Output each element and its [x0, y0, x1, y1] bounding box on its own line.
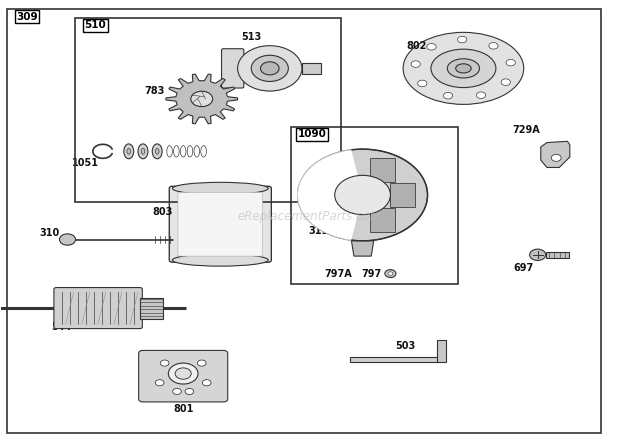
- Circle shape: [506, 60, 515, 66]
- Circle shape: [489, 42, 498, 49]
- Circle shape: [169, 363, 198, 384]
- Text: 697: 697: [514, 263, 534, 273]
- Ellipse shape: [156, 148, 159, 154]
- Text: eReplacementParts.com: eReplacementParts.com: [238, 210, 382, 223]
- Ellipse shape: [141, 148, 145, 154]
- Ellipse shape: [138, 144, 148, 159]
- Circle shape: [551, 154, 561, 161]
- Polygon shape: [370, 208, 395, 232]
- Circle shape: [251, 55, 288, 81]
- Text: 801: 801: [173, 404, 193, 414]
- Text: 311: 311: [309, 226, 329, 236]
- Text: 513: 513: [241, 32, 262, 42]
- Circle shape: [427, 43, 436, 50]
- Text: 802: 802: [406, 41, 427, 51]
- Ellipse shape: [448, 59, 479, 78]
- Ellipse shape: [456, 64, 471, 73]
- Text: 803: 803: [153, 207, 172, 217]
- Circle shape: [185, 389, 193, 395]
- Text: 1090: 1090: [298, 130, 327, 139]
- Circle shape: [260, 62, 279, 75]
- Text: 797A: 797A: [324, 269, 352, 279]
- Text: 310: 310: [39, 228, 60, 238]
- Text: 783: 783: [144, 86, 165, 96]
- Circle shape: [175, 368, 191, 379]
- Text: 729A: 729A: [512, 125, 540, 135]
- Circle shape: [501, 79, 510, 85]
- Ellipse shape: [172, 254, 268, 266]
- FancyBboxPatch shape: [140, 297, 164, 318]
- Circle shape: [60, 234, 76, 245]
- Polygon shape: [350, 357, 440, 362]
- Circle shape: [443, 92, 453, 99]
- Circle shape: [156, 380, 164, 386]
- Circle shape: [237, 46, 302, 91]
- Text: 510: 510: [84, 20, 106, 30]
- Ellipse shape: [172, 182, 268, 194]
- Circle shape: [411, 61, 420, 67]
- Polygon shape: [370, 159, 395, 182]
- Ellipse shape: [153, 144, 162, 159]
- Polygon shape: [437, 340, 446, 362]
- Polygon shape: [391, 183, 415, 207]
- Circle shape: [172, 389, 181, 395]
- Ellipse shape: [127, 148, 131, 154]
- Text: 503: 503: [396, 341, 415, 351]
- Circle shape: [298, 149, 428, 241]
- Polygon shape: [166, 74, 237, 124]
- Text: 1051: 1051: [72, 158, 99, 168]
- Text: 544: 544: [51, 322, 72, 332]
- FancyBboxPatch shape: [221, 49, 244, 88]
- FancyBboxPatch shape: [139, 350, 228, 402]
- Circle shape: [418, 80, 427, 87]
- Circle shape: [388, 272, 393, 276]
- Polygon shape: [541, 141, 570, 167]
- Ellipse shape: [403, 32, 524, 104]
- Circle shape: [191, 91, 213, 106]
- Circle shape: [385, 270, 396, 278]
- Text: 797: 797: [361, 269, 381, 279]
- FancyBboxPatch shape: [302, 63, 321, 74]
- Text: 309: 309: [16, 12, 38, 21]
- Polygon shape: [352, 241, 374, 256]
- FancyBboxPatch shape: [169, 186, 272, 262]
- FancyBboxPatch shape: [54, 288, 143, 328]
- Ellipse shape: [431, 49, 496, 88]
- Circle shape: [335, 175, 391, 215]
- Circle shape: [476, 92, 485, 99]
- Circle shape: [458, 36, 467, 43]
- FancyBboxPatch shape: [546, 252, 569, 258]
- Ellipse shape: [124, 144, 134, 159]
- Circle shape: [197, 360, 206, 366]
- Circle shape: [529, 249, 546, 261]
- Wedge shape: [297, 149, 363, 240]
- FancyBboxPatch shape: [178, 192, 263, 256]
- Circle shape: [161, 360, 169, 366]
- Circle shape: [202, 380, 211, 386]
